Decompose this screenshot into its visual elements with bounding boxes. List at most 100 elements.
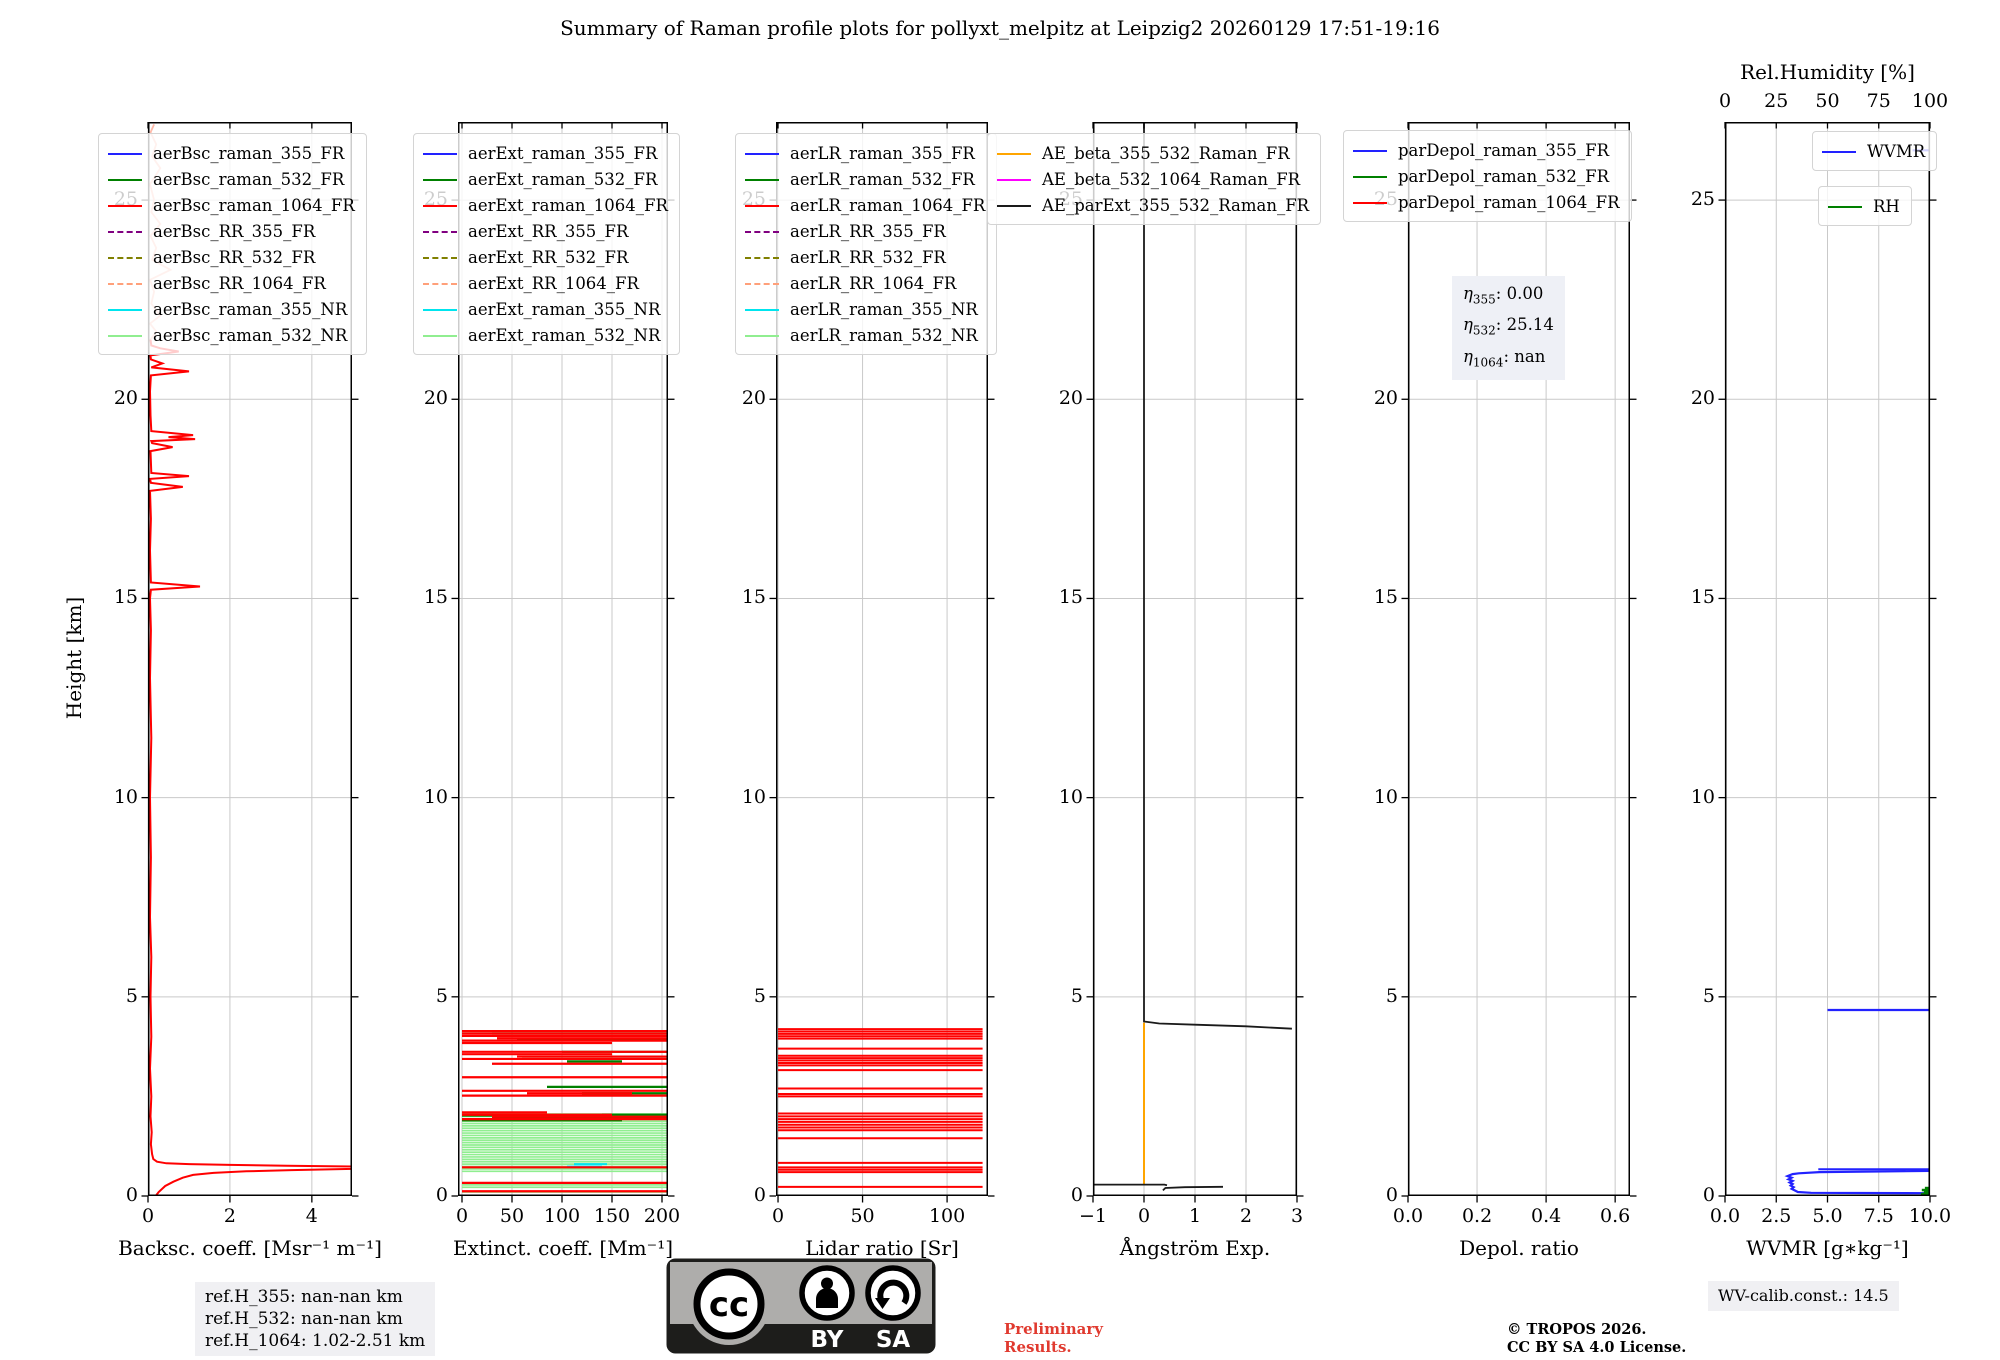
wvmr-series: [1784, 149, 1930, 1196]
legend-item-label: aerExt_raman_1064_FR: [468, 196, 668, 215]
angstrom-xtick-0: 0: [1137, 1205, 1151, 1227]
backscatter-ytick-10: 10: [113, 785, 138, 808]
depol-xlabel: Depol. ratio: [1459, 1236, 1579, 1260]
legend-line-sample: [745, 308, 779, 311]
legend-item-label: aerLR_raman_1064_FR: [790, 196, 986, 215]
lidar-ratio-ytick-5: 5: [753, 984, 766, 1007]
legend-line-sample: [108, 334, 142, 337]
extinction-ytick-20: 20: [423, 387, 448, 410]
legend-item: aerLR_raman_355_NR: [745, 296, 985, 322]
backscatter-xlabel: Backsc. coeff. [Msr⁻¹ m⁻¹]: [118, 1236, 382, 1260]
share-alike-circle-icon: [865, 1265, 921, 1321]
preliminary-results-note: Preliminary Results.: [1004, 1320, 1103, 1356]
angstrom-xlabel: Ångström Exp.: [1119, 1236, 1271, 1260]
legend-item: aerExt_raman_532_FR: [423, 166, 668, 192]
angstrom-ytick-0: 0: [1070, 1184, 1083, 1206]
eta-value: : nan: [1503, 346, 1546, 366]
legend-item: aerExt_raman_355_NR: [423, 296, 668, 322]
legend-item: aerBsc_raman_355_NR: [108, 296, 355, 322]
legend-line-sample: [997, 152, 1031, 155]
preliminary-line-1: Preliminary: [1004, 1320, 1103, 1338]
legend-item: aerExt_raman_1064_FR: [423, 192, 668, 218]
backscatter-xtick-4: 4: [305, 1205, 318, 1227]
angstrom-xtick-−1: −1: [1078, 1205, 1107, 1227]
extinction-ytick-15: 15: [423, 586, 448, 609]
wv-calib-box: WV-calib.const.: 14.5: [1708, 1281, 1899, 1311]
depol-xtick-0.2: 0.2: [1461, 1205, 1493, 1227]
legend-item: aerLR_raman_532_FR: [745, 166, 985, 192]
legend-item-label: RH: [1873, 197, 1900, 216]
lidar-ratio-axes: [769, 122, 995, 1203]
legend-item-label: aerBsc_raman_355_NR: [153, 300, 348, 319]
eta-symbol: η: [1463, 346, 1473, 366]
series-aerBsc_raman_1064_FR: [148, 339, 352, 1196]
legend-item-label: aerBsc_raman_532_FR: [153, 170, 345, 189]
legend-line-sample: [108, 178, 142, 181]
legend-line-sample: [745, 230, 779, 233]
legend-line-sample: [108, 152, 142, 155]
wvmr-top-tick-100: 100: [1911, 90, 1949, 112]
legend-line-sample: [108, 282, 142, 285]
eta-line: η355: 0.00: [1463, 281, 1554, 312]
eta-symbol: η: [1463, 284, 1473, 303]
legend-item-label: WVMR: [1867, 142, 1926, 161]
extinction-xtick-50: 50: [499, 1205, 525, 1227]
legend-item: RH: [1828, 193, 1900, 219]
legend-item-label: aerLR_RR_532_FR: [790, 248, 946, 267]
wvmr-top-tick-75: 75: [1866, 90, 1891, 112]
wvmr-xtick-2.5: 2.5: [1761, 1205, 1792, 1227]
by-label: BY: [811, 1327, 844, 1353]
legend-line-sample: [745, 152, 779, 155]
angstrom-legend: AE_beta_355_532_Raman_FR AE_beta_532_1064…: [987, 133, 1322, 225]
legend-item-label: aerLR_raman_355_FR: [790, 144, 975, 163]
legend-item-label: aerBsc_RR_1064_FR: [153, 274, 326, 293]
legend-item-label: aerBsc_RR_532_FR: [153, 248, 316, 267]
lidar-ratio-ytick-0: 0: [753, 1184, 766, 1206]
wvmr-xtick-5.0: 5.0: [1812, 1205, 1843, 1227]
wvmr-legend-1: RH: [1818, 186, 1912, 226]
lidar-ratio-ytick-10: 10: [741, 785, 766, 808]
legend-item: aerExt_RR_355_FR: [423, 218, 668, 244]
ref-height-1064: ref.H_1064: 1.02-2.51 km: [205, 1331, 426, 1351]
y-axis-label: Height [km]: [62, 596, 86, 720]
depol-xtick-0.6: 0.6: [1600, 1205, 1631, 1227]
legend-item-label: aerLR_raman_355_NR: [790, 300, 978, 319]
legend-item: aerBsc_RR_355_FR: [108, 218, 355, 244]
wvmr-ytick-20: 20: [1690, 387, 1715, 410]
legend-item-label: aerLR_RR_1064_FR: [790, 274, 957, 293]
wvmr-ytick-10: 10: [1690, 785, 1715, 808]
legend-item: aerExt_RR_1064_FR: [423, 270, 668, 296]
legend-item: aerBsc_raman_355_FR: [108, 140, 355, 166]
legend-item: AE_beta_532_1064_Raman_FR: [997, 166, 1309, 192]
angstrom-xtick-2: 2: [1239, 1205, 1253, 1227]
depol-xtick-0.4: 0.4: [1530, 1205, 1562, 1227]
lidar-ratio-xtick-0: 0: [771, 1205, 785, 1227]
lidar-ratio-ytick-15: 15: [741, 586, 766, 609]
backscatter-xtick-0: 0: [141, 1205, 155, 1227]
legend-item-label: aerExt_RR_355_FR: [468, 222, 629, 241]
legend-item: aerBsc_raman_532_FR: [108, 166, 355, 192]
backscatter-ytick-20: 20: [113, 387, 138, 410]
angstrom-ytick-10: 10: [1058, 785, 1083, 808]
ref-height-355: ref.H_355: nan-nan km: [205, 1287, 403, 1307]
wvmr-legend: WVMR: [1812, 131, 1938, 171]
eta-value: : 25.14: [1495, 315, 1554, 335]
eta-line: η1064: nan: [1463, 344, 1554, 375]
legend-line-sample: [745, 334, 779, 337]
lidar-ratio-series: [778, 1028, 983, 1188]
angstrom-xtick-3: 3: [1290, 1205, 1304, 1227]
lidar-ratio-xtick-50: 50: [850, 1205, 875, 1227]
legend-line-sample: [423, 308, 457, 311]
lidar-ratio-ticks: [769, 122, 995, 1203]
eta-line: η532: 25.14: [1463, 312, 1554, 343]
eta-symbol: η: [1463, 315, 1473, 335]
legend-line-sample: [745, 282, 779, 285]
legend-item: aerExt_RR_532_FR: [423, 244, 668, 270]
wvmr-top-tick-50: 50: [1815, 90, 1840, 112]
legend-line-sample: [745, 178, 779, 181]
wvmr-ytick-5: 5: [1702, 984, 1715, 1007]
preliminary-line-2: Results.: [1004, 1338, 1072, 1356]
extinction-ytick-0: 0: [435, 1184, 448, 1206]
wvmr-top-tick-0: 0: [1718, 90, 1732, 112]
wvmr-ticks: [1718, 122, 1937, 1203]
